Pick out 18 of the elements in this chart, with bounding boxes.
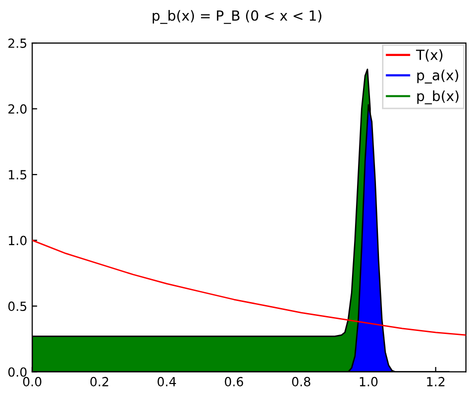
x-tick-label: 0.8 <box>292 376 310 386</box>
y-tick-label: 1.0 <box>8 236 27 246</box>
y-tick-label: 0.0 <box>8 367 27 377</box>
x-tick-label: 0.6 <box>224 376 244 386</box>
y-tick-label: 0.5 <box>8 302 26 312</box>
legend-label: T(x) <box>416 49 442 62</box>
line-series <box>32 240 466 336</box>
y-tick-label: 2.0 <box>8 104 27 114</box>
x-tick-label: 0.0 <box>23 376 42 386</box>
legend-label: p_b(x) <box>417 90 458 104</box>
y-tick-label: 2.5 <box>8 38 26 48</box>
y-tick-label: 1.5 <box>8 170 26 180</box>
x-tick-label: 1.0 <box>360 376 378 386</box>
x-tick-label: 0.2 <box>90 376 108 386</box>
x-tick-label: 1.2 <box>427 376 444 386</box>
legend-label: p_a(x) <box>417 70 458 84</box>
chart-title: p_b(x) = P_B (0 < x < 1) <box>152 10 322 24</box>
x-tick-label: 0.4 <box>158 376 176 386</box>
